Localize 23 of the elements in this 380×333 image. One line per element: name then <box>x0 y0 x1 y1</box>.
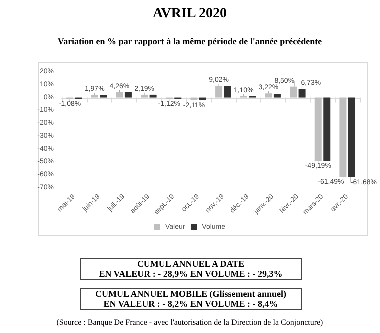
bar <box>340 98 347 178</box>
bar <box>290 86 298 98</box>
bar <box>274 94 281 98</box>
bar <box>314 98 322 162</box>
bar <box>116 92 124 98</box>
bar <box>150 94 157 98</box>
bar <box>224 86 232 98</box>
bar <box>298 89 306 98</box>
text: CUMUL ANNUEL MOBILE (Glissement annuel) EN VALEUR : - 8,2% EN VOLUME : - 8,4% <box>80 288 302 310</box>
bar <box>91 95 98 98</box>
bar <box>190 98 198 100</box>
text: CUMUL ANNUEL A DATE EN VALEUR : - 28,9% EN VOLUME : - 29,3% <box>80 258 302 280</box>
chart-subtitle: Variation en % par rapport à la même période de l'année précédente <box>58 36 322 46</box>
bar <box>348 98 356 178</box>
chart-title: AVRIL 2020 <box>152 6 228 22</box>
text: (Source : Banque De France - avec l'autorisation de la Direction de la Conjoncture) <box>56 318 324 327</box>
bar <box>216 86 223 98</box>
bar <box>141 94 148 98</box>
bar <box>124 92 132 98</box>
bar <box>324 98 331 162</box>
bar <box>100 95 108 98</box>
bar <box>265 94 272 98</box>
bar <box>199 98 206 100</box>
